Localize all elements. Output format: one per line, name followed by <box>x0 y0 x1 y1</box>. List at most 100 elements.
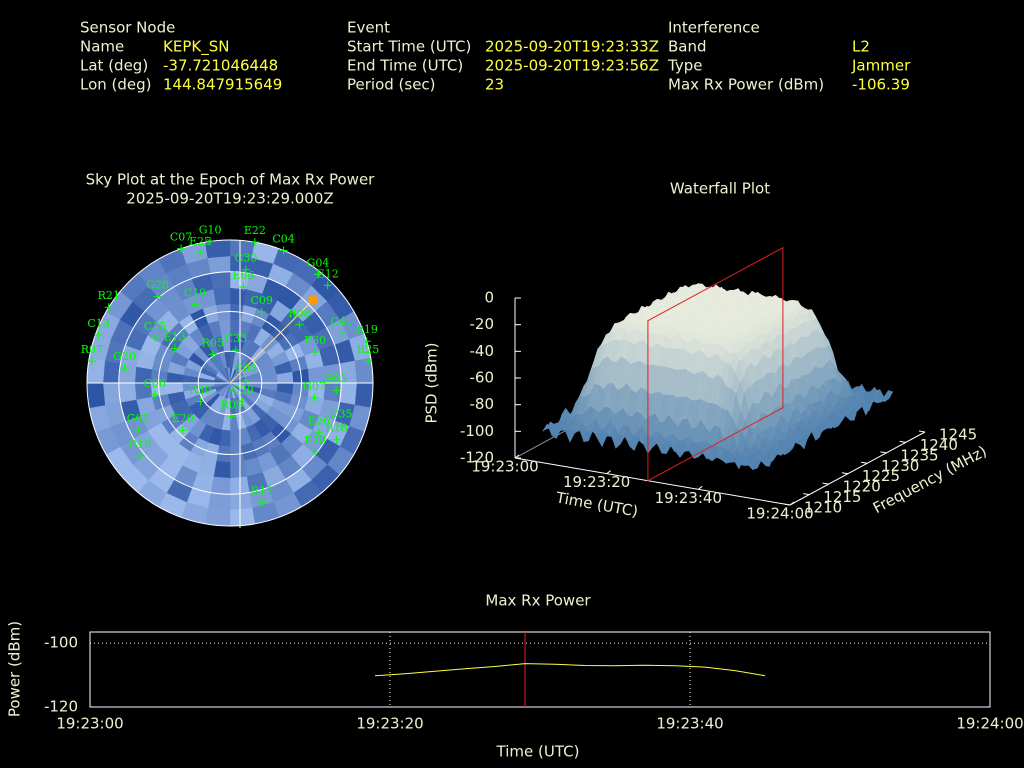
field-label: Type <box>667 57 702 75</box>
z-tick-label: -120 <box>460 449 494 467</box>
heat-cell <box>210 476 231 495</box>
y-axis-label: Power (dBm) <box>6 621 24 717</box>
satellite <box>170 344 179 353</box>
satellite <box>135 451 144 460</box>
heat-cell <box>323 382 342 403</box>
field-value: 2025-09-20T19:23:56Z <box>485 57 659 75</box>
satellite <box>150 390 159 399</box>
x-tick-label: 19:23:20 <box>356 715 423 733</box>
satellite <box>332 386 341 395</box>
satellite-label: G28 <box>146 279 169 292</box>
satellite-label: C08 <box>234 362 256 375</box>
y-tick <box>841 472 848 475</box>
y-tick-label: 1220 <box>843 478 881 496</box>
satellite-label: C20 <box>231 383 253 396</box>
satellite <box>332 435 341 444</box>
field-value: -106.39 <box>852 76 910 94</box>
satellite-label: E05 <box>325 372 347 385</box>
satellite <box>238 397 247 406</box>
field-value: 144.847915649 <box>163 76 282 94</box>
y-tick <box>822 482 829 485</box>
field-label: Lon (deg) <box>80 76 152 94</box>
satellite <box>311 447 320 456</box>
z-tick-label: -40 <box>470 342 495 360</box>
y-tick <box>783 503 791 506</box>
heat-cell <box>339 382 358 406</box>
satellite-label: R25 <box>357 343 379 356</box>
field-label: Band <box>668 38 707 56</box>
satellite <box>196 397 205 406</box>
satellite <box>295 320 304 329</box>
x-tick-label: 19:24:00 <box>746 505 813 523</box>
z-tick-label: -60 <box>470 369 495 387</box>
z-tick-label: -100 <box>460 422 494 440</box>
x-tick-label: 19:23:00 <box>56 715 123 733</box>
satellite <box>239 283 248 292</box>
heat-cell <box>207 255 231 274</box>
satellite <box>227 412 236 421</box>
satellite-label: R08 <box>288 307 310 320</box>
satellite-label: C15 <box>144 320 166 333</box>
x-axis-label: Time (UTC) <box>496 743 580 761</box>
y-tick <box>861 461 868 464</box>
satellite <box>104 303 113 312</box>
field-value: KEPK_SN <box>163 38 229 57</box>
satellite <box>208 350 217 359</box>
y-tick <box>803 493 810 496</box>
x-tick <box>514 454 520 459</box>
satellite-label: E22 <box>244 224 266 237</box>
field-label: Max Rx Power (dBm) <box>668 76 824 94</box>
satellite <box>177 244 186 253</box>
field-value: Jammer <box>851 57 911 75</box>
satellite-label: E20 <box>172 412 194 425</box>
satellite-label: E30 <box>304 334 326 347</box>
satellite-label: C07 <box>170 231 192 244</box>
heat-cell <box>102 360 121 384</box>
satellite-label: R17 <box>251 485 273 498</box>
satellite-label: R30 <box>189 384 211 397</box>
y-tick-label: -100 <box>44 634 78 652</box>
z-tick-label: -20 <box>470 315 495 333</box>
heat-cell <box>229 492 253 511</box>
heat-cell <box>87 357 106 384</box>
satellite <box>250 238 259 247</box>
satellite-label: E06 <box>232 269 254 282</box>
satellite <box>257 307 266 316</box>
satellite <box>195 248 204 257</box>
heat-cell <box>213 286 231 306</box>
chart-title: Sky Plot at the Epoch of Max Rx Power <box>86 171 376 189</box>
heat-cell <box>204 507 231 526</box>
y-tick-label: 1210 <box>804 499 842 517</box>
z-tick-label: -80 <box>470 395 495 413</box>
section-title: Interference <box>668 19 760 37</box>
satellite <box>323 281 332 290</box>
satellite <box>310 393 319 402</box>
chart-title: Waterfall Plot <box>670 180 770 198</box>
satellite <box>191 300 200 309</box>
satellite <box>133 425 142 434</box>
heat-cell <box>210 271 231 290</box>
satellite-label: G30 <box>235 252 258 265</box>
satellite-label: C09 <box>250 294 272 307</box>
heat-cell <box>354 382 373 409</box>
x-tick-label: 19:24:00 <box>956 715 1023 733</box>
satellite <box>337 421 346 430</box>
heat-cell <box>354 357 373 384</box>
x-tick-label: 19:23:40 <box>656 715 723 733</box>
satellite-label: C06 <box>143 377 165 390</box>
section-title: Event <box>347 19 390 37</box>
satellite <box>311 348 320 357</box>
satellite <box>206 237 215 246</box>
y-tick-label: 1230 <box>881 457 919 475</box>
satellite <box>94 331 103 340</box>
satellite-label: C35 <box>330 408 352 421</box>
satellite <box>258 498 267 507</box>
satellite <box>241 375 250 384</box>
heat-cell <box>229 507 256 526</box>
x-tick <box>606 470 611 475</box>
y-tick-label: 1225 <box>862 467 900 485</box>
satellite <box>337 329 346 338</box>
satellite-label: C33 <box>225 332 247 345</box>
section-title: Sensor Node <box>80 19 175 37</box>
field-label: Start Time (UTC) <box>347 38 471 56</box>
